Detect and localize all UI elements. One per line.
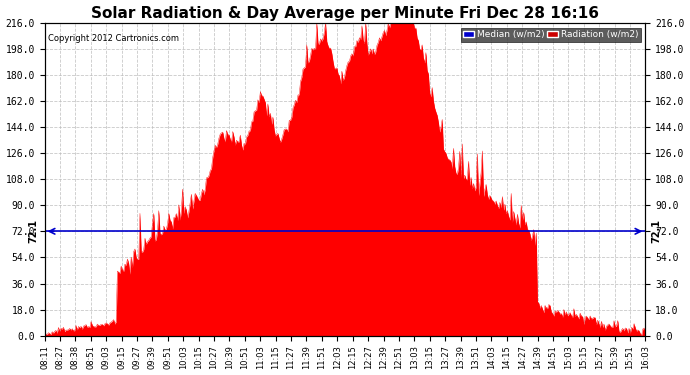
Text: 72.1: 72.1 — [29, 219, 39, 243]
Text: 72.1: 72.1 — [651, 219, 661, 243]
Title: Solar Radiation & Day Average per Minute Fri Dec 28 16:16: Solar Radiation & Day Average per Minute… — [91, 6, 599, 21]
Legend: Median (w/m2), Radiation (w/m2): Median (w/m2), Radiation (w/m2) — [460, 28, 641, 42]
Text: Copyright 2012 Cartronics.com: Copyright 2012 Cartronics.com — [48, 34, 179, 43]
